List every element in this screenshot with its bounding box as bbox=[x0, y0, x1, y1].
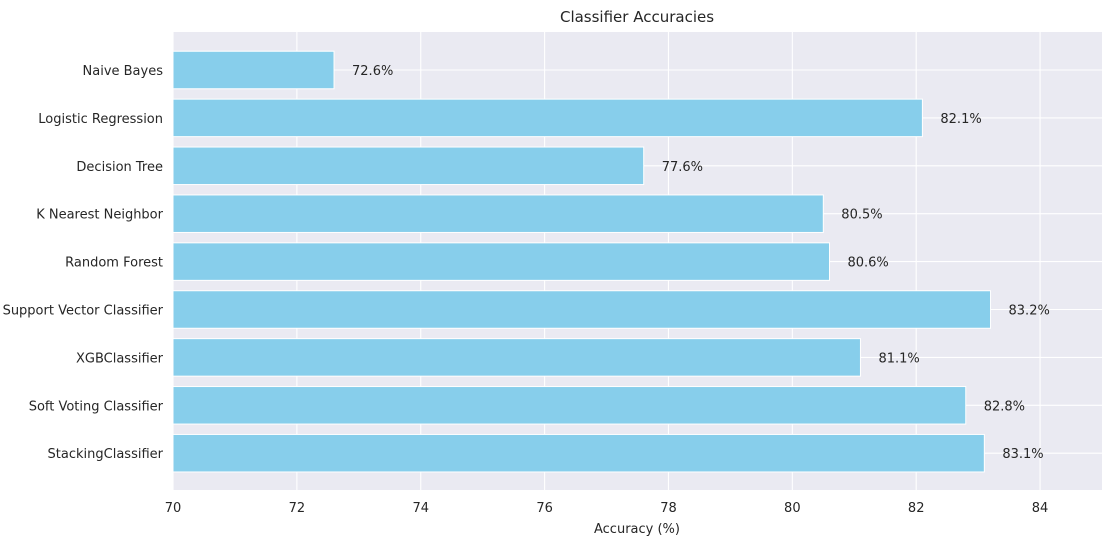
x-tick-label: 72 bbox=[289, 501, 306, 516]
category-label: Random Forest bbox=[65, 256, 163, 271]
x-tick-label: 70 bbox=[165, 501, 182, 516]
bar bbox=[172, 386, 967, 425]
x-tick-label: 76 bbox=[536, 501, 553, 516]
bar-value-label: 83.2% bbox=[1009, 304, 1050, 319]
category-label: StackingClassifier bbox=[48, 447, 164, 462]
bar bbox=[172, 50, 335, 90]
bar-value-label: 82.8% bbox=[984, 399, 1025, 414]
category-label: Decision Tree bbox=[76, 160, 163, 175]
x-tick-labels: 70 72 74 76 78 80 82 84 bbox=[165, 501, 1049, 516]
bar-value-label: 81.1% bbox=[878, 351, 919, 366]
category-label: Naive Bayes bbox=[83, 64, 164, 79]
bar bbox=[172, 290, 992, 329]
bar bbox=[172, 242, 830, 281]
bar-value-label: 83.1% bbox=[1002, 447, 1043, 462]
bar bbox=[172, 338, 861, 377]
x-tick-label: 78 bbox=[660, 501, 677, 516]
x-tick-label: 84 bbox=[1032, 501, 1049, 516]
x-axis-title: Accuracy (%) bbox=[594, 522, 680, 537]
category-label: K Nearest Neighbor bbox=[36, 208, 163, 223]
bar bbox=[172, 194, 824, 233]
bars bbox=[172, 50, 992, 473]
category-label: XGBClassifier bbox=[76, 351, 164, 366]
chart-title: Classifier Accuracies bbox=[560, 8, 714, 26]
category-label: Soft Voting Classifier bbox=[29, 399, 164, 414]
bar bbox=[172, 433, 985, 473]
category-labels: Naive Bayes Logistic Regression Decision T… bbox=[3, 64, 164, 462]
x-tick-label: 80 bbox=[784, 501, 801, 516]
bar-value-label: 82.1% bbox=[940, 112, 981, 127]
value-labels: 72.6% 82.1% 77.6% 80.5% 80.6% 83.2% 81.1% 82.8%… bbox=[352, 64, 1050, 462]
bar-value-label: 80.6% bbox=[847, 256, 888, 271]
bar bbox=[172, 146, 645, 186]
category-label: Support Vector Classifier bbox=[3, 304, 164, 319]
bar-value-label: 77.6% bbox=[662, 160, 703, 175]
bar bbox=[172, 98, 923, 138]
bar-value-label: 80.5% bbox=[841, 208, 882, 223]
x-tick-label: 82 bbox=[908, 501, 925, 516]
category-label: Logistic Regression bbox=[38, 112, 163, 127]
bar-value-label: 72.6% bbox=[352, 64, 393, 79]
x-tick-label: 74 bbox=[412, 501, 429, 516]
